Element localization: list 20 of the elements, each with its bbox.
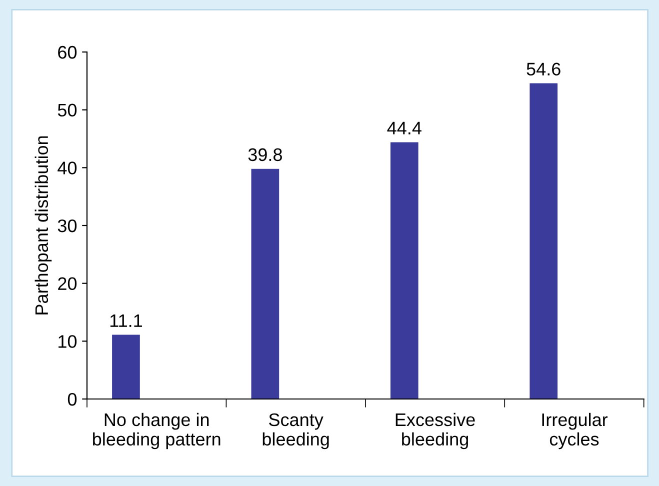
y-tick-label: 40 — [58, 162, 77, 174]
y-tick-label: 10 — [58, 335, 77, 348]
data-label: 54.6 — [526, 62, 560, 76]
bar — [390, 142, 418, 400]
y-tick-label: 20 — [58, 277, 77, 290]
data-label: 39.8 — [248, 148, 282, 162]
x-tick-label: No change in bleeding pattern — [93, 412, 220, 450]
bar — [251, 168, 280, 400]
x-tick-label: Irregular cycles — [542, 412, 608, 450]
bar — [530, 83, 558, 400]
y-tick-label: 50 — [58, 104, 77, 117]
y-tick-label: 30 — [58, 219, 77, 232]
data-label: 11.1 — [110, 314, 142, 327]
data-label: 44.4 — [387, 122, 422, 134]
x-tick-label: Excessive bleeding — [396, 412, 475, 450]
bar — [112, 334, 140, 400]
y-axis-title: Parthopant distribution — [34, 136, 52, 314]
y-tick-label: 0 — [68, 392, 77, 406]
y-tick-label: 60 — [58, 46, 77, 59]
x-tick-label: Scanty bleeding — [262, 413, 329, 450]
